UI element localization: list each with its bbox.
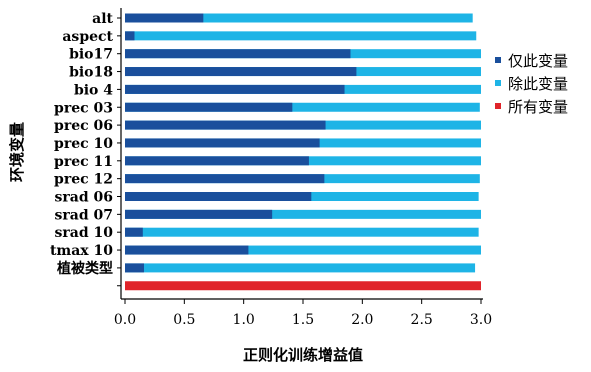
bar-without-11 <box>125 209 481 219</box>
bar-only-3 <box>125 67 357 77</box>
y-tick-label: srad 07 <box>55 207 113 223</box>
x-tick-label: 2.0 <box>351 312 373 328</box>
x-tick-label: 0.5 <box>173 312 195 328</box>
bar-only-11 <box>125 209 273 219</box>
y-tick-label: prec 10 <box>54 136 113 152</box>
x-tick-label: 2.5 <box>411 312 433 328</box>
y-tick-label: srad 10 <box>55 225 114 241</box>
x-tick-label: 0.0 <box>114 312 136 328</box>
y-axis-title: 环境变量 <box>8 122 26 182</box>
bar-without-1 <box>125 31 477 41</box>
legend-label: 所有变量 <box>508 98 568 116</box>
bar-only-7 <box>125 138 320 148</box>
y-tick-label: prec 03 <box>54 100 113 116</box>
bar-without-14 <box>125 263 476 273</box>
y-tick-label: bio 4 <box>74 82 113 98</box>
bars-layer <box>125 13 481 291</box>
y-tick-label: prec 12 <box>54 172 113 188</box>
bar-only-13 <box>125 245 249 255</box>
x-axis-title: 正则化训练增益值 <box>243 346 363 364</box>
legend-label: 除此变量 <box>508 75 568 93</box>
bar-without-5 <box>125 102 480 112</box>
bar-only-2 <box>125 49 351 59</box>
bar-only-8 <box>125 156 309 166</box>
y-tick-label: prec 11 <box>54 154 113 170</box>
bar-only-4 <box>125 84 345 94</box>
bar-only-14 <box>125 263 144 273</box>
bar-only-0 <box>125 13 204 23</box>
bar-only-5 <box>125 102 293 112</box>
y-tick-label: srad 06 <box>55 190 113 206</box>
bar-only-6 <box>125 120 326 130</box>
x-tick-label: 1.5 <box>292 312 314 328</box>
bar-without-12 <box>125 227 479 237</box>
bar-only-9 <box>125 174 325 184</box>
y-tick-label: 植被类型 <box>56 260 113 277</box>
bar-all-15 <box>125 281 481 291</box>
y-tick-label: tmax 10 <box>50 243 113 259</box>
x-axis: 0.0 0.5 1.0 1.5 2.0 2.5 3.0 <box>114 8 492 328</box>
bar-only-10 <box>125 192 312 201</box>
bar-only-12 <box>125 227 143 237</box>
legend-swatch <box>495 57 501 63</box>
y-tick-label: aspect <box>62 29 113 45</box>
bar-without-0 <box>125 13 473 23</box>
y-tick-label: prec 06 <box>54 118 113 134</box>
x-tick-label: 3.0 <box>470 312 492 328</box>
y-tick-label: bio18 <box>69 65 113 81</box>
bar-only-1 <box>125 31 135 41</box>
bar-without-13 <box>125 245 481 255</box>
y-tick-label: alt <box>92 11 113 27</box>
legend-swatch <box>495 103 501 109</box>
y-tick-label: bio17 <box>69 47 113 63</box>
x-tick-label: 1.0 <box>233 312 255 328</box>
legend-label: 仅此变量 <box>508 52 568 70</box>
legend-swatch <box>495 80 501 86</box>
